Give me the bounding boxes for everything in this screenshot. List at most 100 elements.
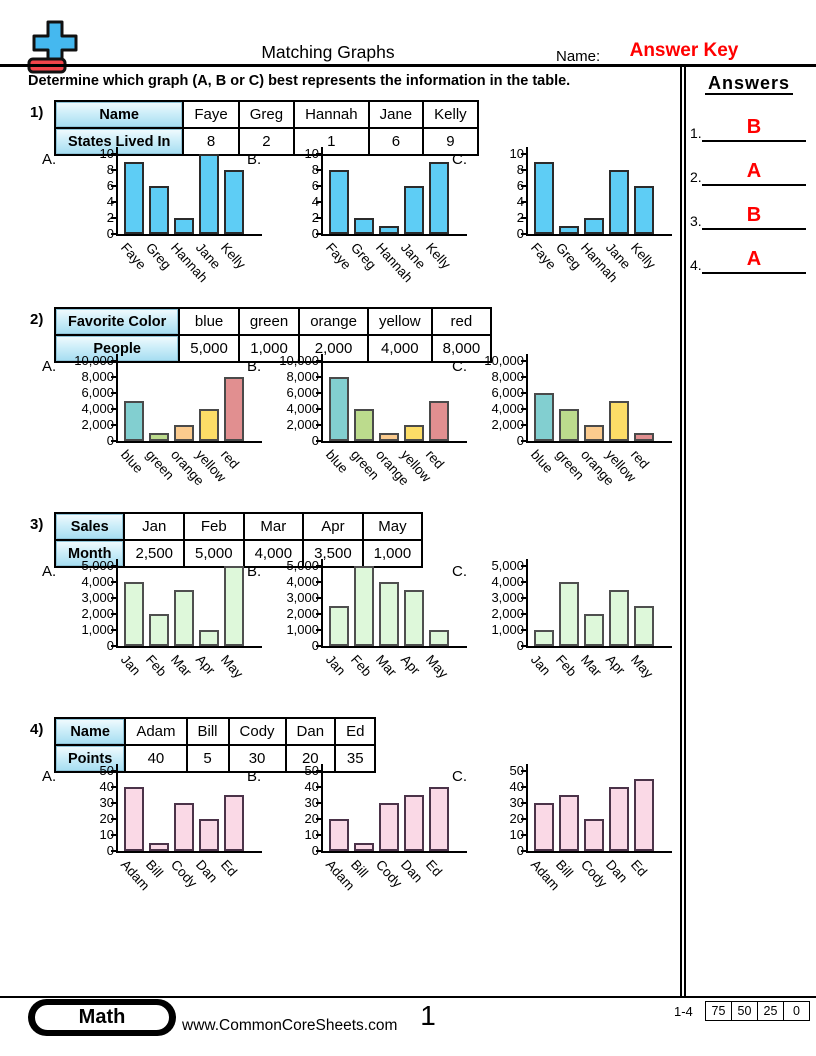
y-tick-label: 8,000 [81,369,114,384]
y-tick-mark [111,597,116,599]
table-cell: Bill [185,717,230,746]
x-axis-line [321,234,467,236]
y-tick-label: 2 [263,211,319,225]
y-tick-mark [521,217,526,219]
x-tick-label: Feb [552,652,580,680]
answers-divider [680,64,686,997]
data-table: Name Faye Greg Hannah Jane Kelly States Lived … [53,100,479,156]
plot-area: blue green orange yellow red [111,354,262,488]
y-tick-mark [521,201,526,203]
y-tick-label: 40 [509,779,524,794]
y-tick-mark [111,408,116,410]
y-tick-label: 2,000 [286,606,319,621]
chart-b: B.50403020100AdamBillCodyDanEd [247,764,467,911]
x-tick-label: Faye [117,240,150,273]
y-axis-line [321,147,323,236]
y-tick-mark [111,233,116,235]
table-cell: Jane [367,100,425,129]
y-tick-label: 6,000 [286,385,319,400]
table-cell: 1 [293,127,370,156]
y-axis-line [116,559,118,648]
chart-c: C.10,0008,0006,0004,0002,0000bluegreenor… [452,354,672,501]
table-cell: 2,500 [123,539,186,568]
answer-line [702,228,806,230]
charts-row: A.1086420FayeGregHannahJaneKellyB.108642… [42,147,672,294]
answer-number: 1. [690,125,702,141]
chart-letter: A. [42,151,57,168]
y-tick-label: 0 [263,434,319,448]
x-axis-line [526,646,672,648]
table-cell: 35 [334,744,377,773]
bar [354,566,374,646]
table-cell: 5,000 [183,539,245,568]
table-cell: 40 [124,744,188,773]
y-tick-mark [111,424,116,426]
y-tick-label: 6 [58,179,114,193]
table-cell: Dan [284,717,337,746]
y-tick-mark [111,834,116,836]
y-tick-label: 40 [99,779,114,794]
bar [149,186,169,234]
y-tick-label: 20 [509,811,524,826]
bar [429,630,449,646]
bar [329,606,349,646]
table-cell: Jan [123,512,186,541]
y-tick-mark [521,802,526,804]
y-tick-mark [316,786,321,788]
bar [534,162,554,234]
table-cell: May [361,512,424,541]
data-table: Name Adam Bill Cody Dan Ed Points 40 5 30 20 35 [53,717,377,773]
y-tick-mark [521,834,526,836]
x-tick-label: Cody [167,857,201,891]
score-range-label: 1-4 [674,1004,693,1019]
y-tick-label: 2 [468,211,524,225]
y-tick-label: 4,000 [286,401,319,416]
answer-item: 1. B [688,116,810,142]
x-tick-label: May [422,652,452,681]
plot-area: Adam Bill Cody Dan Ed [316,764,467,893]
bar [534,803,554,851]
bar [124,582,144,646]
bar [609,590,629,646]
plot-area: Jan Feb Mar Apr May [111,559,262,681]
bar [354,843,374,851]
bar [224,566,244,646]
x-tick-label: Greg [142,240,175,273]
y-tick-mark [316,424,321,426]
y-tick-label: 1,000 [81,622,114,637]
data-table: Sales Jan Feb Mar Apr May Month 2,500 5,000 4,000… [53,512,424,568]
problem-number: 3) [30,516,44,533]
y-axis-labels: 50403020100 [267,764,321,858]
y-tick-mark [111,786,116,788]
bar [224,170,244,234]
table-cell: Feb [183,512,245,541]
x-tick-label: Feb [142,652,170,680]
y-tick-label: 20 [99,811,114,826]
chart-letter: C. [452,358,467,375]
y-tick-mark [521,360,526,362]
bar [609,787,629,851]
x-tick-label: Faye [322,240,355,273]
y-tick-mark [521,392,526,394]
bar [609,401,629,441]
y-tick-mark [521,581,526,583]
y-tick-label: 0 [263,639,319,653]
bar [149,843,169,851]
bar [404,795,424,851]
data-table: Favorite Color blue green orange yellow red Pe… [53,307,493,363]
bar [559,795,579,851]
bar [404,590,424,646]
y-tick-mark [521,376,526,378]
charts-row: A.10,0008,0006,0004,0002,0000bluegreenor… [42,354,672,501]
y-tick-mark [521,786,526,788]
problem-number: 1) [30,104,44,121]
y-tick-mark [316,565,321,567]
bar [429,401,449,441]
y-tick-mark [111,217,116,219]
table-cell: red [430,307,493,336]
x-axis-line [526,441,672,443]
y-tick-label: 0 [468,434,524,448]
plot-area: Faye Greg Hannah Jane Kelly [316,147,467,285]
table-cell: Faye [182,100,240,129]
